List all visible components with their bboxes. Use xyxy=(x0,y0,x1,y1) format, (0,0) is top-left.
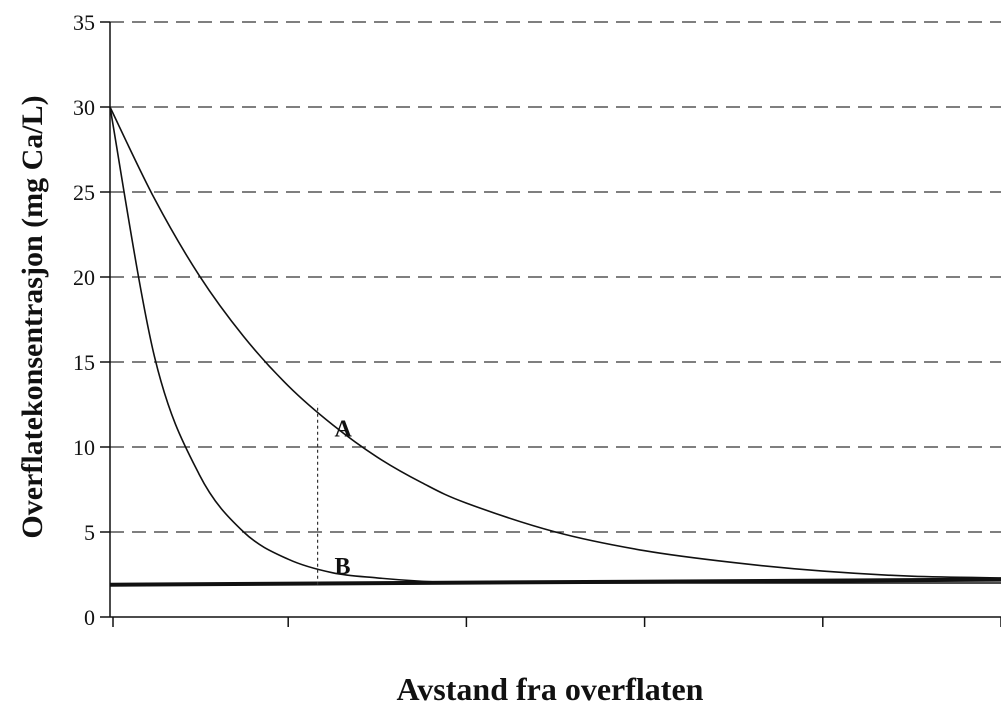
y-tick-label: 30 xyxy=(73,95,95,120)
y-tick-label: 15 xyxy=(73,350,95,375)
series-b-line xyxy=(109,106,1001,584)
baseline-series xyxy=(109,577,1001,587)
series-a-line xyxy=(109,106,1001,579)
label-a: A xyxy=(335,416,353,442)
y-tick-label: 25 xyxy=(73,180,95,205)
y-axis-label: Overflatekonsentrasjon (mg Ca/L) xyxy=(16,95,49,538)
gridlines xyxy=(110,21,1001,533)
y-tick-label: 0 xyxy=(84,605,95,630)
x-axis-label: Avstand fra overflaten xyxy=(397,671,704,707)
y-ticks: 0 5 10 15 20 25 30 35 xyxy=(73,10,110,630)
label-b: B xyxy=(335,554,351,580)
y-tick-label: 35 xyxy=(73,10,95,35)
annotations: AB xyxy=(317,404,353,585)
y-tick-label: 20 xyxy=(73,265,95,290)
y-tick-label: 10 xyxy=(73,435,95,460)
axes xyxy=(109,22,1001,618)
y-tick-label: 5 xyxy=(84,520,95,545)
series-group xyxy=(109,106,1001,587)
x-ticks xyxy=(112,617,1001,627)
